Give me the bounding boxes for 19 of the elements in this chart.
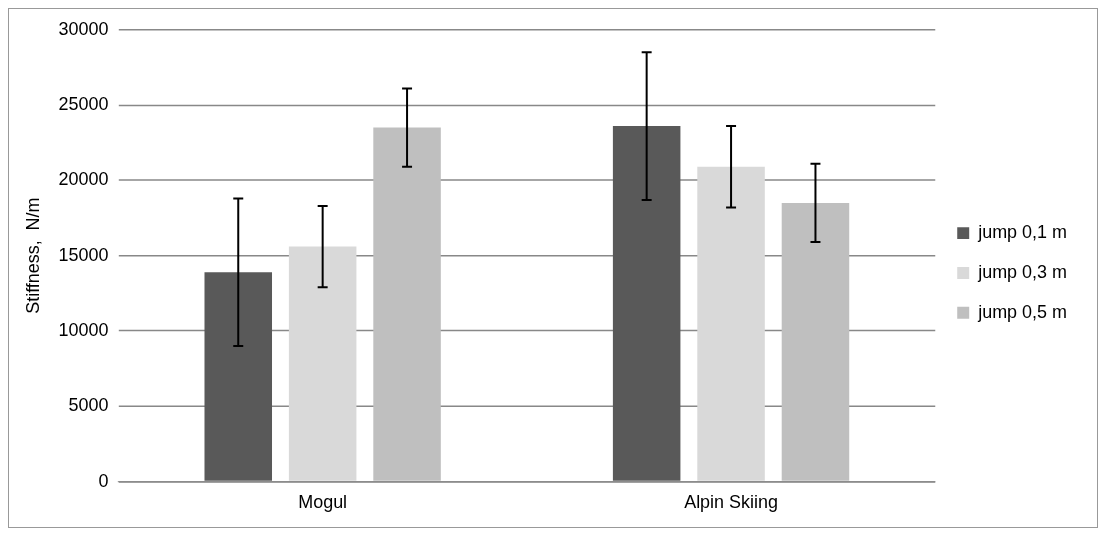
- bar: [373, 127, 441, 481]
- legend-label: jump 0,5 m: [977, 301, 1068, 322]
- bar: [204, 272, 273, 481]
- y-tick-label: 15000: [58, 244, 109, 265]
- bar: [288, 246, 357, 481]
- y-axis-title: Stiffness, N/m: [22, 197, 43, 314]
- bar: [612, 126, 681, 481]
- y-tick-label: 10000: [58, 319, 109, 340]
- y-tick-label: 20000: [58, 169, 109, 190]
- x-tick-label: Alpin Skiing: [684, 492, 778, 513]
- bar: [781, 202, 850, 481]
- y-tick-label: 0: [98, 470, 109, 491]
- y-tick-label: 25000: [58, 94, 109, 114]
- legend-label: jump 0,1 m: [977, 222, 1068, 243]
- y-tick-label: 30000: [58, 18, 109, 39]
- y-tick-label: 5000: [68, 395, 109, 416]
- bar: [697, 166, 765, 481]
- x-tick-label: Mogul: [298, 492, 348, 513]
- legend-label: jump 0,3 m: [977, 261, 1068, 282]
